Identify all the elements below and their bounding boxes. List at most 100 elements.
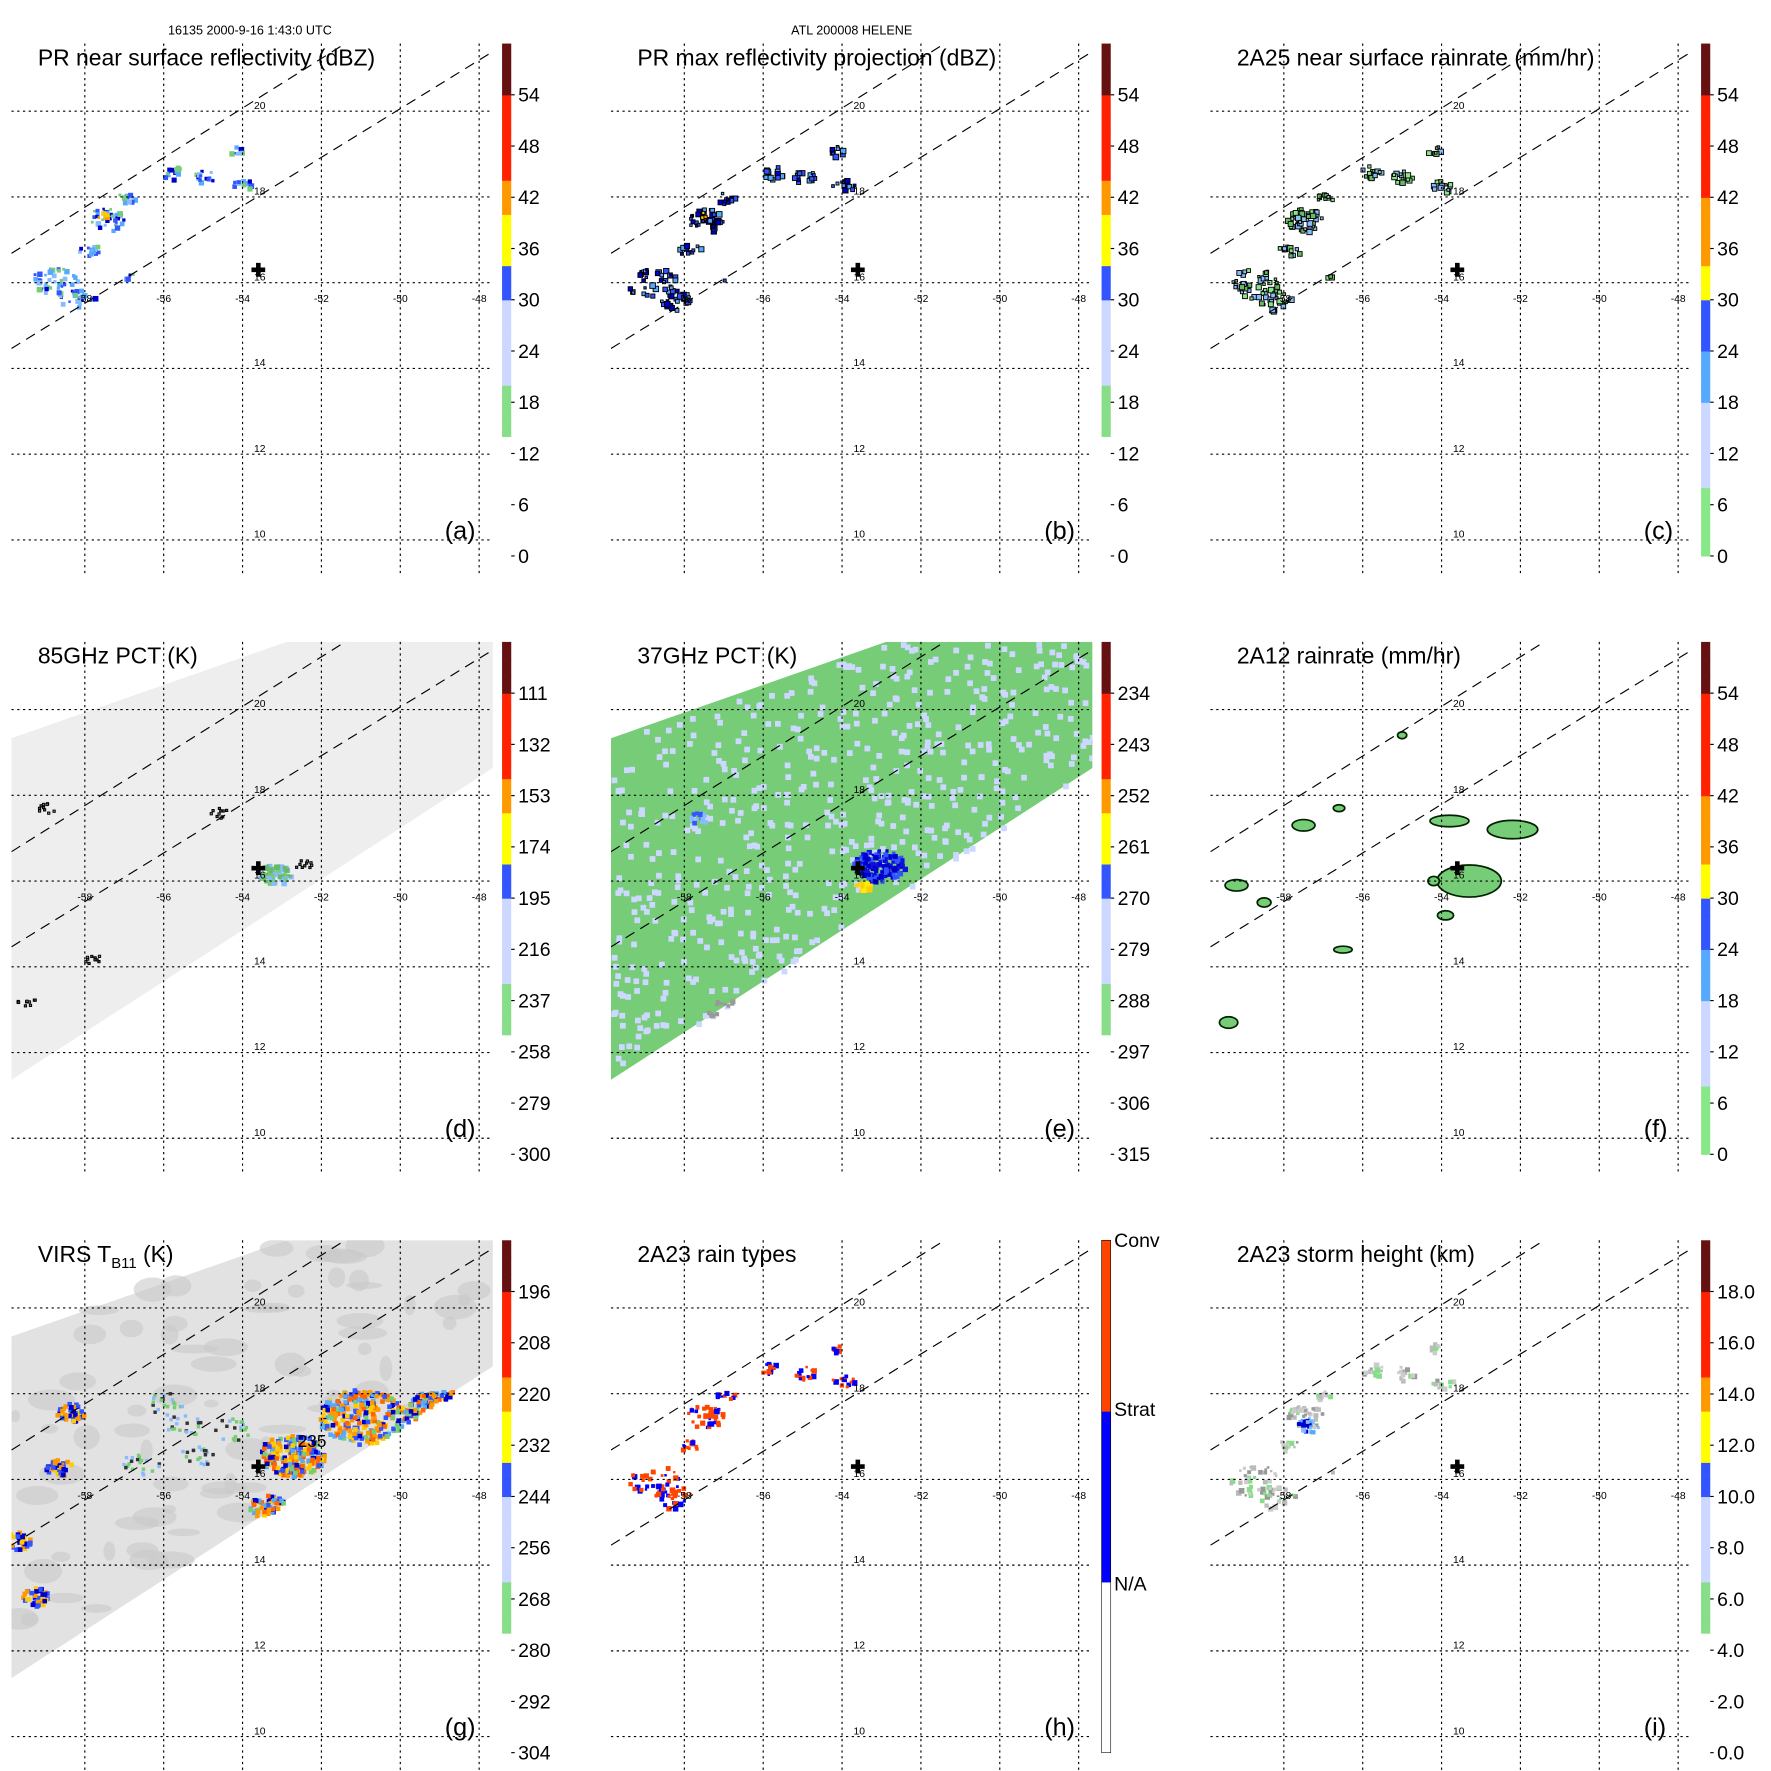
data-pixel xyxy=(881,710,888,717)
colorbar-segment xyxy=(1101,881,1111,899)
data-pixel xyxy=(626,809,632,816)
data-pixel xyxy=(1437,1345,1441,1349)
lat-tick-label: 10 xyxy=(254,1726,266,1737)
data-pixel xyxy=(1047,751,1053,758)
data-pixel xyxy=(707,1424,712,1430)
data-pixel xyxy=(664,1490,668,1494)
colorbar-segment xyxy=(502,197,512,215)
colorbar-tick-label: 42 xyxy=(1717,786,1739,808)
data-pixel xyxy=(178,1428,182,1432)
data-pixel xyxy=(307,1458,312,1463)
colorbar-segment xyxy=(1101,333,1111,352)
colorbar-segment xyxy=(1701,1598,1711,1617)
data-pixel xyxy=(702,1013,709,1019)
data-pixel xyxy=(1277,1485,1282,1490)
rain-area xyxy=(1291,818,1316,832)
cloud-texture xyxy=(11,1410,21,1423)
data-pixel xyxy=(44,1467,50,1473)
cloud-texture xyxy=(203,1399,219,1408)
data-pixel xyxy=(427,1402,432,1407)
data-pixel xyxy=(283,872,287,876)
data-pixel xyxy=(1258,1469,1263,1475)
data-pixel xyxy=(1262,1490,1267,1496)
data-pixel xyxy=(875,818,882,825)
data-pixel xyxy=(156,1407,160,1412)
data-pixel xyxy=(957,786,964,793)
data-pixel xyxy=(796,860,803,867)
colorbar-segment xyxy=(1701,1017,1711,1036)
data-pixel xyxy=(784,791,790,798)
colorbar-segment xyxy=(1701,1547,1711,1566)
data-pixel xyxy=(904,673,911,680)
data-pixel xyxy=(1305,214,1311,219)
data-pixel xyxy=(912,844,918,851)
data-pixel xyxy=(281,880,287,887)
colorbar-segment xyxy=(1101,829,1111,848)
data-pixel xyxy=(891,872,896,877)
data-pixel xyxy=(1303,227,1308,232)
colorbar-segment xyxy=(502,1581,512,1600)
data-pixel xyxy=(448,1391,454,1396)
data-pixel xyxy=(1073,653,1080,660)
colorbar-segment xyxy=(502,1034,512,1053)
data-pixel xyxy=(199,1448,204,1452)
data-pixel xyxy=(185,1450,190,1455)
data-pixel xyxy=(292,1445,297,1451)
data-pixel xyxy=(198,1456,202,1460)
data-pixel xyxy=(234,145,239,150)
plot-area: 235 xyxy=(11,1240,493,1679)
lat-tick-label: 20 xyxy=(254,1298,266,1309)
colorbar-segment xyxy=(502,77,512,96)
data-pixel xyxy=(329,1415,335,1421)
cloud-texture xyxy=(224,1472,237,1494)
colorbar-segment xyxy=(1701,1735,1711,1754)
colorbar-segment xyxy=(1101,299,1111,318)
data-pixel xyxy=(828,781,834,788)
data-pixel xyxy=(115,215,121,221)
data-pixel xyxy=(885,792,892,799)
data-pixel xyxy=(311,1468,316,1473)
colorbar-segment xyxy=(1701,744,1711,763)
cloud-texture xyxy=(41,1423,59,1434)
colorbar-segment xyxy=(1701,915,1711,933)
data-pixel xyxy=(77,295,81,300)
data-pixel xyxy=(715,1392,720,1397)
data-pixel xyxy=(1309,1430,1314,1435)
data-pixel xyxy=(277,1471,283,1477)
data-pixel xyxy=(1242,293,1248,300)
data-pixel xyxy=(982,659,988,665)
data-pixel xyxy=(15,1534,21,1539)
data-pixel xyxy=(361,1419,367,1425)
data-pixel xyxy=(337,1429,342,1435)
data-pixel xyxy=(1298,220,1303,224)
data-pixel xyxy=(1368,1369,1373,1375)
colorbar-tick-label: 216 xyxy=(518,939,550,961)
data-pixel xyxy=(1246,268,1251,273)
data-pixel xyxy=(950,788,957,795)
data-pixel xyxy=(45,1591,50,1596)
lon-tick-label: -48 xyxy=(1671,1491,1686,1502)
colorbar-segment xyxy=(502,231,512,250)
lat-tick-label: 12 xyxy=(1453,444,1465,455)
data-pixel xyxy=(961,774,967,781)
colorbar-segment xyxy=(1701,1496,1711,1515)
data-pixel xyxy=(97,954,102,958)
data-pixel xyxy=(794,1373,799,1378)
data-pixel xyxy=(892,867,898,873)
data-pixel xyxy=(188,1459,192,1463)
data-pixel xyxy=(58,1470,64,1476)
colorbar-segment xyxy=(502,881,512,899)
data-pixel xyxy=(897,866,901,870)
data-pixel xyxy=(766,1369,772,1375)
data-pixel xyxy=(889,666,896,672)
data-pixel xyxy=(620,819,626,826)
colorbar-tick-label: 30 xyxy=(1717,888,1739,910)
data-pixel xyxy=(95,244,101,250)
colorbar-segment xyxy=(1101,863,1111,882)
colorbar-segment xyxy=(1101,385,1111,403)
colorbar-tick-label: 244 xyxy=(518,1486,551,1508)
data-pixel xyxy=(86,246,90,250)
lon-tick-label: -48 xyxy=(1671,893,1686,904)
data-pixel xyxy=(706,914,713,921)
